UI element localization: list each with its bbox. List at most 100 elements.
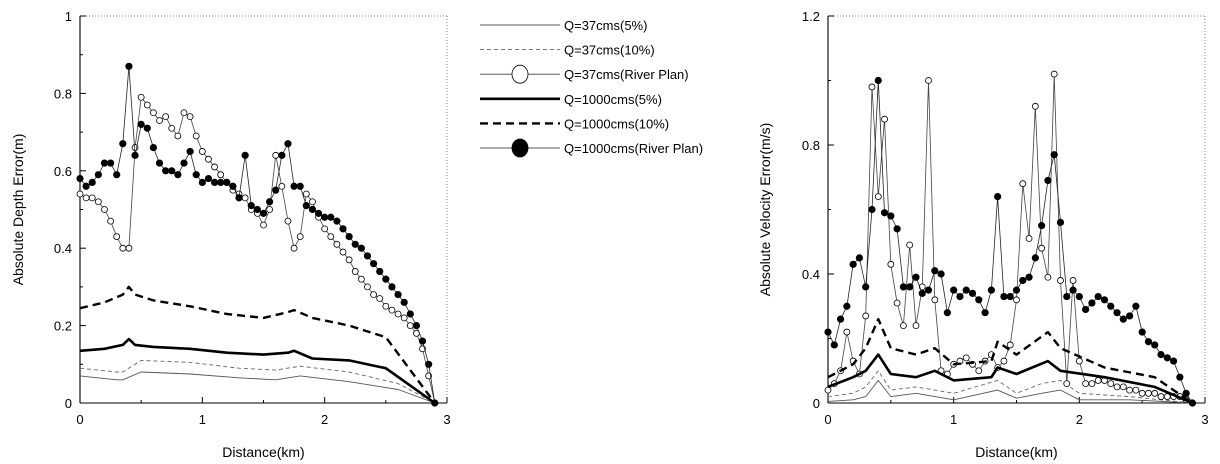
data-point <box>1075 292 1083 301</box>
data-point <box>278 151 286 159</box>
series-line-4 <box>827 353 1193 405</box>
data-point <box>1069 277 1077 284</box>
data-point <box>333 240 341 248</box>
series-line-2 <box>79 359 436 404</box>
data-point <box>345 256 353 264</box>
data-point <box>824 386 832 394</box>
data-point <box>899 283 908 291</box>
data-point <box>1113 309 1121 317</box>
data-point <box>1157 393 1165 400</box>
data-point <box>1176 373 1184 381</box>
series-line-6 <box>827 80 1193 404</box>
data-point <box>125 62 133 70</box>
data-point <box>94 198 102 206</box>
data-point <box>918 289 926 297</box>
data-point <box>893 225 901 233</box>
data-point <box>119 244 127 252</box>
data-point <box>272 186 280 194</box>
data-point <box>1132 386 1140 394</box>
data-point <box>259 209 268 217</box>
data-point <box>962 354 970 362</box>
data-point <box>382 275 390 283</box>
data-point <box>962 286 970 294</box>
data-point <box>418 337 427 345</box>
data-point <box>204 174 213 183</box>
data-point <box>107 217 114 225</box>
data-point <box>1132 302 1140 310</box>
data-point <box>210 178 219 187</box>
data-point <box>198 148 206 155</box>
data-point <box>162 167 170 175</box>
data-point <box>394 291 402 299</box>
data-point <box>425 360 433 368</box>
data-point <box>82 194 90 202</box>
data-point <box>149 109 157 117</box>
data-point <box>1038 222 1046 230</box>
series-line-1 <box>827 379 1193 404</box>
data-point <box>149 143 157 152</box>
data-point <box>943 309 951 317</box>
data-point <box>302 190 310 198</box>
data-point <box>376 295 384 302</box>
data-point <box>893 299 901 307</box>
data-point <box>143 101 151 109</box>
data-point <box>937 270 945 278</box>
data-point <box>186 147 194 156</box>
legend-label: Q=1000cms(River Plan) <box>564 141 703 156</box>
y-tick-label: 1.2 <box>802 9 820 24</box>
data-point <box>1169 357 1178 365</box>
data-point <box>1182 389 1190 397</box>
data-point <box>155 159 164 167</box>
data-point <box>975 296 983 304</box>
data-point <box>849 260 857 268</box>
data-point <box>912 322 920 330</box>
data-point <box>431 399 439 407</box>
data-point <box>1019 180 1027 188</box>
data-point <box>1019 276 1027 285</box>
data-point <box>309 198 316 206</box>
data-point <box>1144 338 1153 346</box>
data-point <box>247 202 255 210</box>
data-point <box>1157 351 1165 359</box>
data-point <box>321 225 329 233</box>
series-line-3 <box>79 96 436 404</box>
data-point <box>296 233 304 240</box>
data-point <box>1126 312 1134 320</box>
series-line-5 <box>827 317 1194 404</box>
x-tick-label: 0 <box>76 412 83 427</box>
data-point <box>1038 244 1046 252</box>
data-point <box>1006 341 1014 349</box>
data-point <box>1063 380 1071 388</box>
data-point <box>137 120 145 128</box>
x-tick-label: 1 <box>950 412 957 427</box>
data-point <box>192 171 200 179</box>
data-point <box>113 171 121 179</box>
data-point <box>174 132 182 140</box>
data-point <box>1082 380 1090 388</box>
data-point <box>874 193 882 201</box>
y-tick-label: 0.4 <box>802 267 820 282</box>
data-point <box>1025 235 1033 242</box>
data-point <box>296 182 304 190</box>
data-point <box>1057 277 1064 284</box>
data-point <box>1013 296 1020 304</box>
data-point <box>308 205 317 214</box>
y-tick-label: 0.8 <box>54 86 72 101</box>
legend-marker <box>511 64 529 84</box>
data-point <box>1094 292 1102 301</box>
data-point <box>180 159 188 167</box>
data-point <box>217 171 225 179</box>
data-point <box>376 267 384 276</box>
data-point <box>950 286 958 294</box>
data-point <box>333 217 341 225</box>
y-tick-label: 1 <box>65 9 72 24</box>
data-point <box>266 206 274 213</box>
data-point <box>241 151 249 159</box>
data-point <box>906 283 914 291</box>
data-point <box>351 268 359 275</box>
data-point <box>1056 218 1065 226</box>
data-point <box>1031 102 1039 110</box>
data-point <box>994 193 1002 201</box>
data-point <box>180 109 188 117</box>
data-point <box>862 283 870 291</box>
